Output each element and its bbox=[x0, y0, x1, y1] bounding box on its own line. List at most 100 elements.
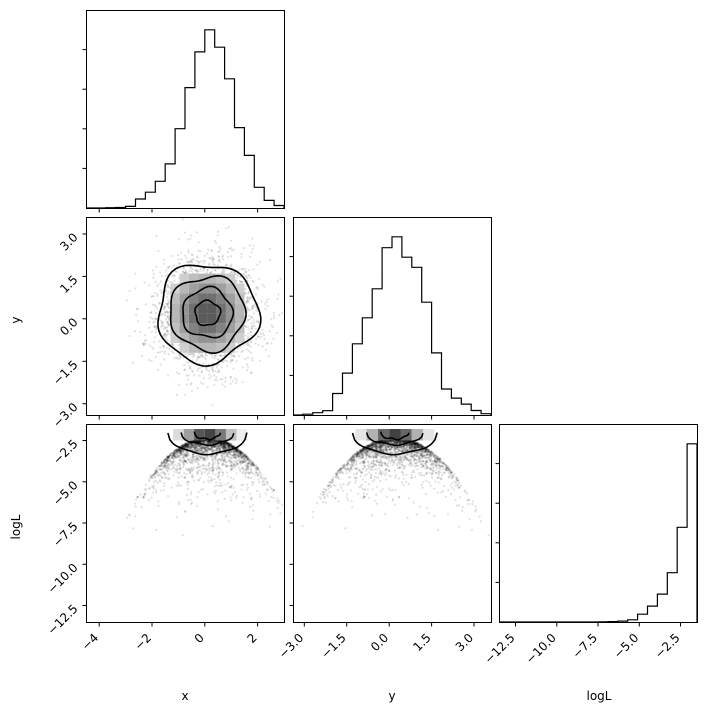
sample-point bbox=[189, 383, 192, 386]
sample-point bbox=[207, 471, 210, 475]
sample-point bbox=[247, 462, 250, 465]
sample-point bbox=[184, 476, 187, 479]
sample-point bbox=[222, 446, 225, 449]
sample-point bbox=[197, 463, 200, 466]
sample-point bbox=[264, 477, 267, 480]
sample-point bbox=[220, 445, 223, 448]
sample-point bbox=[212, 467, 215, 470]
sample-point bbox=[236, 462, 239, 465]
sample-point bbox=[222, 445, 225, 448]
sample-point bbox=[229, 444, 232, 447]
sample-point bbox=[266, 341, 269, 345]
sample-point bbox=[224, 455, 227, 458]
sample-point bbox=[257, 468, 260, 471]
sample-point bbox=[166, 333, 169, 336]
sample-point bbox=[164, 311, 167, 314]
sample-point bbox=[233, 455, 236, 458]
sample-point bbox=[221, 447, 224, 450]
sample-point bbox=[174, 456, 177, 459]
sample-point bbox=[218, 245, 221, 248]
sample-point bbox=[171, 462, 174, 465]
sample-point bbox=[230, 445, 233, 448]
sample-point bbox=[179, 448, 182, 452]
sample-point bbox=[178, 464, 181, 467]
sample-point bbox=[136, 496, 139, 499]
sample-point bbox=[125, 299, 129, 302]
sample-point bbox=[260, 473, 263, 476]
sample-point bbox=[211, 469, 215, 472]
sample-point bbox=[217, 444, 220, 447]
sample-point bbox=[168, 468, 171, 471]
density-cell bbox=[216, 273, 226, 284]
sample-point bbox=[223, 354, 226, 357]
sample-point bbox=[223, 445, 226, 448]
sample-point bbox=[163, 465, 166, 468]
sample-point bbox=[248, 459, 251, 463]
sample-point bbox=[191, 446, 195, 449]
sample-point bbox=[173, 453, 176, 456]
sample-point bbox=[199, 440, 202, 443]
sample-point bbox=[170, 462, 173, 465]
sample-point bbox=[189, 446, 192, 449]
sample-point bbox=[225, 446, 228, 449]
sample-point bbox=[224, 441, 227, 444]
sample-point bbox=[167, 306, 170, 309]
sample-point bbox=[206, 440, 209, 443]
sample-point bbox=[196, 440, 199, 443]
sample-point bbox=[219, 485, 222, 488]
sample-point bbox=[155, 467, 158, 470]
sample-point bbox=[155, 311, 158, 315]
sample-point bbox=[177, 344, 181, 347]
sample-point bbox=[185, 444, 188, 447]
sample-point bbox=[156, 284, 159, 287]
sample-point bbox=[167, 321, 170, 324]
sample-point bbox=[202, 459, 205, 462]
density-cell bbox=[198, 313, 208, 324]
sample-point bbox=[203, 459, 206, 462]
sample-point bbox=[221, 444, 224, 447]
sample-point bbox=[225, 460, 228, 463]
sample-point bbox=[181, 444, 184, 448]
sample-point bbox=[212, 440, 215, 443]
sample-point bbox=[165, 333, 168, 337]
sample-point bbox=[166, 464, 169, 467]
sample-point bbox=[183, 368, 186, 371]
sample-point bbox=[230, 270, 233, 274]
sample-point bbox=[232, 445, 235, 448]
sample-point bbox=[211, 449, 214, 452]
sample-point bbox=[239, 450, 242, 453]
sample-point bbox=[165, 461, 168, 464]
sample-point bbox=[184, 443, 187, 446]
sample-point bbox=[178, 449, 181, 452]
sample-point bbox=[246, 363, 249, 366]
sample-point bbox=[228, 445, 231, 448]
sample-point bbox=[239, 456, 243, 459]
sample-point bbox=[249, 255, 252, 258]
sample-point bbox=[249, 458, 252, 461]
sample-point bbox=[233, 451, 236, 454]
sample-point bbox=[189, 267, 192, 270]
sample-point bbox=[227, 444, 230, 447]
sample-point bbox=[229, 446, 232, 449]
sample-point bbox=[153, 304, 156, 307]
sample-point bbox=[228, 442, 231, 446]
sample-point bbox=[213, 446, 217, 449]
sample-point bbox=[251, 461, 254, 464]
sample-point bbox=[208, 256, 211, 260]
sample-point bbox=[221, 443, 224, 446]
sample-point bbox=[224, 444, 227, 447]
sample-point bbox=[240, 454, 243, 457]
sample-point bbox=[241, 349, 244, 353]
sample-point bbox=[227, 442, 230, 445]
sample-point bbox=[239, 451, 243, 454]
sample-point bbox=[225, 441, 228, 444]
sample-point bbox=[223, 497, 226, 500]
sample-point bbox=[178, 354, 181, 357]
sample-point bbox=[173, 279, 176, 283]
sample-point bbox=[211, 258, 214, 261]
sample-point bbox=[200, 371, 203, 374]
sample-point bbox=[209, 441, 212, 444]
sample-point bbox=[213, 444, 216, 448]
sample-point bbox=[236, 454, 239, 457]
